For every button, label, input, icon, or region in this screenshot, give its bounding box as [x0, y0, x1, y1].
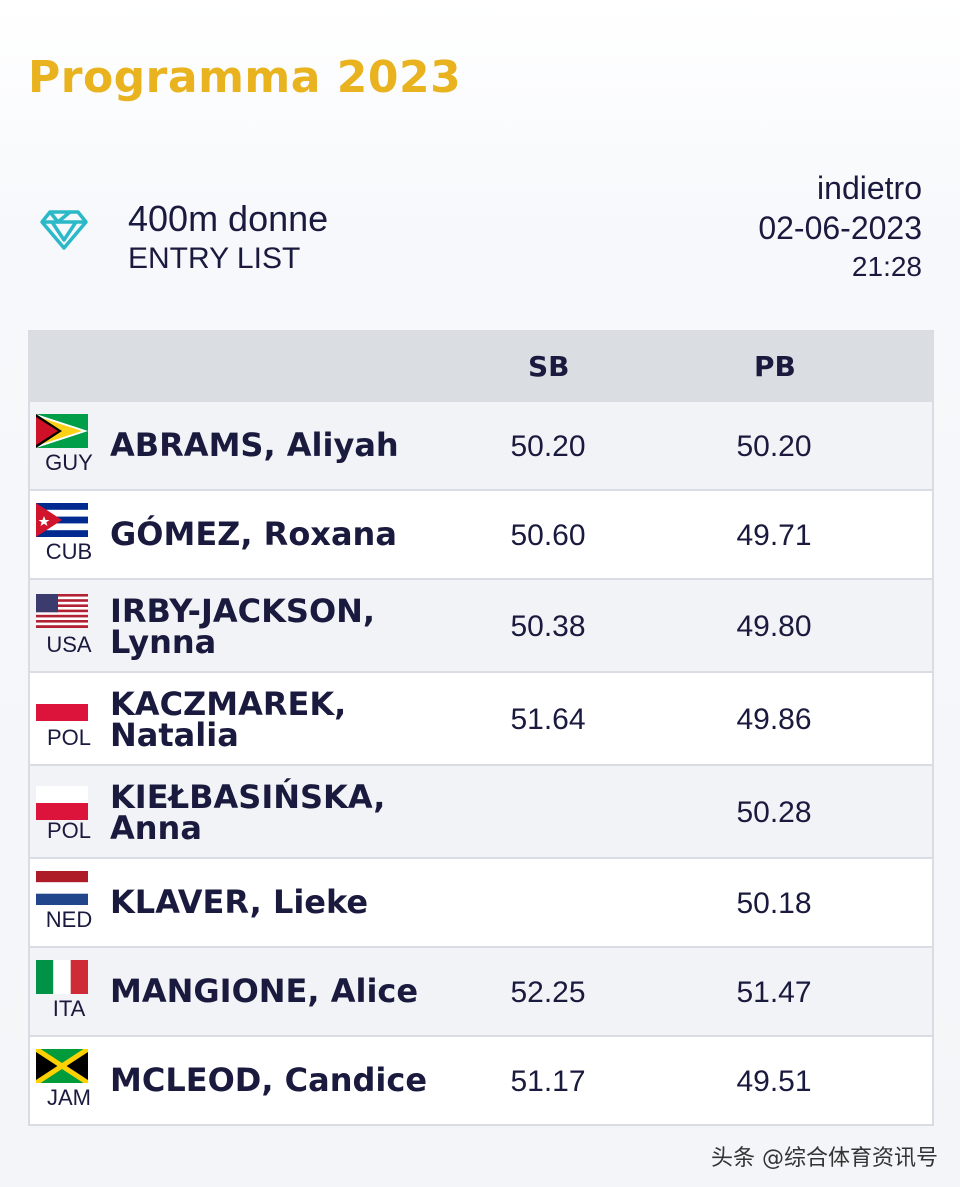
personal-best: 49.80 — [736, 610, 812, 643]
country-code: POL — [46, 818, 92, 843]
country-code: POL — [46, 725, 92, 750]
watermark: 头条 @综合体育资讯号 — [711, 1146, 938, 1171]
flag-italy-icon — [36, 960, 88, 994]
column-header-pb: PB — [754, 350, 796, 383]
country-code: CUB — [45, 539, 93, 564]
table-row[interactable]: POL KIEŁBASIŃSKA, Anna 50.28 — [30, 764, 932, 857]
table-row[interactable]: ITA MANGIONE, Alice 52.25 51.47 — [30, 946, 932, 1035]
table-row[interactable]: JAM MCLEOD, Candice 51.17 49.51 — [30, 1035, 932, 1124]
country-code: JAM — [47, 1085, 91, 1110]
athlete-name: GÓMEZ, Roxana — [110, 515, 397, 553]
personal-best: 49.86 — [736, 703, 812, 736]
event-subtitle: ENTRY LIST — [128, 242, 301, 275]
event-time: 21:28 — [851, 251, 922, 282]
flag-cuba-icon — [36, 503, 88, 537]
personal-best: 49.71 — [736, 519, 812, 552]
table-row[interactable]: CUB GÓMEZ, Roxana 50.60 49.71 — [30, 489, 932, 578]
personal-best: 50.18 — [736, 887, 812, 920]
personal-best: 50.28 — [736, 796, 812, 829]
personal-best: 51.47 — [736, 976, 812, 1009]
event-date: 02-06-2023 — [758, 210, 922, 246]
season-best: 50.60 — [510, 519, 586, 552]
table-row[interactable]: GUY ABRAMS, Aliyah 50.20 50.20 — [30, 400, 932, 489]
event-name: 400m donne — [128, 198, 329, 239]
column-header-sb: SB — [528, 350, 570, 383]
country-code: NED — [45, 907, 93, 932]
athlete-name: IRBY-JACKSON, Lynna — [110, 592, 376, 661]
country-code: GUY — [45, 450, 93, 475]
flag-jamaica-icon — [36, 1049, 88, 1083]
page-title: Programma 2023 — [28, 52, 462, 103]
personal-best: 49.51 — [736, 1065, 812, 1098]
flag-poland-icon — [36, 786, 88, 820]
flag-netherlands-icon — [36, 871, 88, 905]
back-link[interactable]: indietro — [817, 170, 922, 206]
table-row[interactable]: NED KLAVER, Lieke 50.18 — [30, 857, 932, 946]
country-code: USA — [46, 632, 92, 657]
table-row[interactable]: POL KACZMAREK, Natalia 51.64 49.86 — [30, 671, 932, 764]
season-best: 52.25 — [510, 976, 586, 1009]
table-row[interactable]: USA IRBY-JACKSON, Lynna 50.38 49.80 — [30, 578, 932, 671]
season-best: 50.20 — [510, 430, 586, 463]
entry-list-table: SB PB GUY ABRAMS, Aliyah 50.20 50.20 CUB… — [28, 330, 934, 1126]
flag-guyana-icon — [36, 414, 88, 448]
personal-best: 50.20 — [736, 430, 812, 463]
event-meta: indietro 02-06-2023 21:28 — [758, 168, 922, 286]
athlete-name: KLAVER, Lieke — [110, 883, 369, 921]
diamond-league-icon — [38, 208, 90, 252]
country-code: ITA — [52, 996, 86, 1021]
athlete-name: MCLEOD, Candice — [110, 1061, 428, 1099]
athlete-name: KACZMAREK, Natalia — [110, 685, 347, 754]
athlete-name: KIEŁBASIŃSKA, Anna — [110, 778, 386, 847]
athlete-name: ABRAMS, Aliyah — [110, 426, 399, 464]
season-best: 51.64 — [510, 703, 586, 736]
season-best: 51.17 — [510, 1065, 586, 1098]
season-best: 50.38 — [510, 610, 586, 643]
table-header: SB PB — [30, 332, 932, 400]
athlete-name: MANGIONE, Alice — [110, 972, 419, 1010]
flag-poland-icon — [36, 687, 88, 721]
flag-usa-icon — [36, 594, 88, 628]
